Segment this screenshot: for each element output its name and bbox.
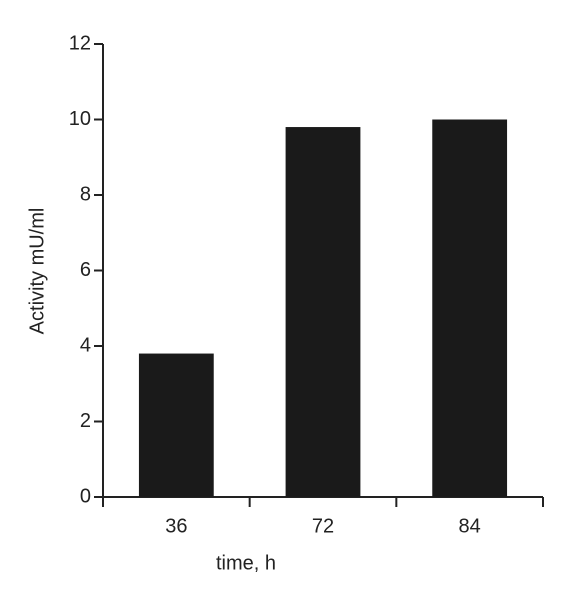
y-tick-label: 0 [80,485,91,507]
y-tick-label: 12 [69,32,91,54]
bar [285,127,361,498]
y-tick-label: 2 [80,410,91,432]
y-tick-label: 4 [80,334,91,356]
x-tick-label: 36 [165,515,187,537]
x-axis-label: time, h [216,552,276,574]
y-axis-label: Activity mU/ml [26,208,48,335]
y-tick-label: 6 [80,259,91,281]
bar [138,353,214,497]
bar [432,119,508,497]
y-tick-label: 10 [69,108,91,130]
y-tick-label: 8 [80,183,91,205]
x-tick-label: 72 [312,515,334,537]
x-tick-label: 84 [459,515,481,537]
